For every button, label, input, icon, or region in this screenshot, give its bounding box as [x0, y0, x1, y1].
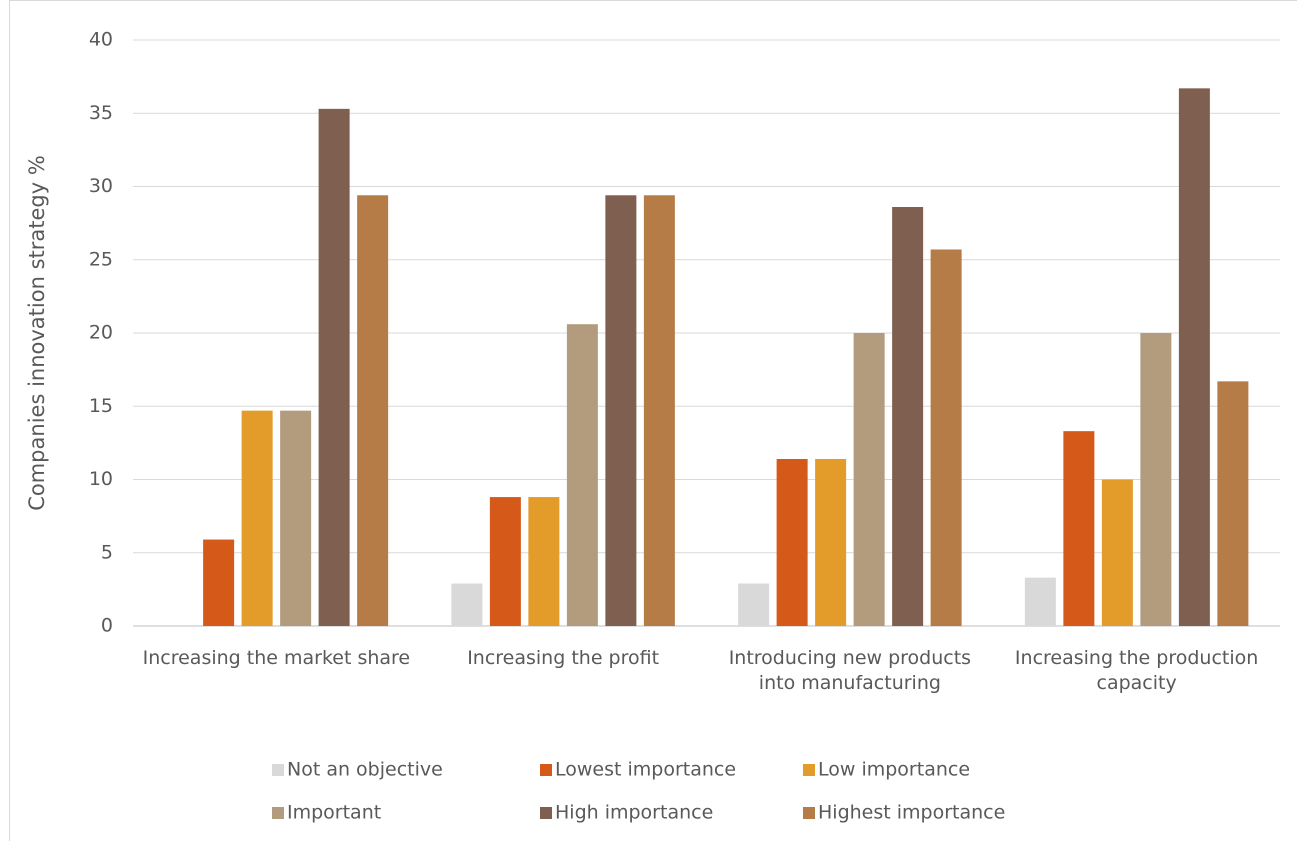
y-tick-label: 15	[89, 395, 113, 417]
legend-swatch	[540, 764, 552, 776]
bar	[738, 583, 770, 626]
legend-swatch	[540, 807, 552, 819]
bar	[451, 583, 483, 626]
bar	[203, 539, 235, 626]
bar	[241, 410, 273, 626]
bar	[357, 195, 389, 627]
legend-label: Highest importance	[818, 802, 1005, 824]
y-tick-label: 30	[89, 175, 113, 197]
legend-swatch	[272, 807, 284, 819]
legend-swatch	[803, 807, 815, 819]
x-tick-label: Introducing new products into manufactur…	[728, 647, 972, 694]
y-tick-label: 10	[89, 468, 113, 490]
bar	[605, 195, 637, 627]
legend-label: Not an objective	[287, 759, 443, 781]
y-tick-label: 25	[89, 248, 113, 270]
bar	[280, 410, 312, 626]
bar	[528, 497, 560, 626]
bar	[1217, 381, 1249, 626]
bar	[1063, 431, 1095, 626]
y-axis-label: Companies innovation strategy %	[25, 155, 49, 511]
bar	[1024, 577, 1056, 626]
y-tick-label: 5	[101, 541, 113, 563]
bar	[489, 497, 521, 626]
bar	[643, 195, 675, 627]
y-tick-label: 20	[89, 322, 113, 344]
bar	[853, 333, 885, 626]
bar	[1101, 479, 1133, 626]
legend-label: Lowest importance	[555, 759, 736, 781]
chart-border	[9, 0, 1297, 841]
bar	[892, 207, 924, 626]
x-tick-label: Increasing the production capacity	[1014, 647, 1259, 694]
legend-swatch	[803, 764, 815, 776]
x-tick-label: Increasing the profit	[467, 647, 660, 669]
legend-swatch	[272, 764, 284, 776]
bar	[1140, 333, 1172, 626]
bar	[930, 249, 962, 626]
bar	[566, 324, 598, 626]
y-tick-label: 0	[101, 615, 113, 637]
legend-label: Low importance	[818, 759, 970, 781]
y-tick-label: 35	[89, 102, 113, 124]
bar	[776, 458, 808, 626]
bar	[815, 458, 847, 626]
bar	[1178, 88, 1210, 627]
y-tick-label: 40	[89, 29, 113, 51]
legend-label: Important	[287, 802, 381, 824]
x-tick-label: Increasing the market share	[142, 647, 411, 669]
legend-label: High importance	[555, 802, 713, 824]
bar	[318, 108, 350, 627]
